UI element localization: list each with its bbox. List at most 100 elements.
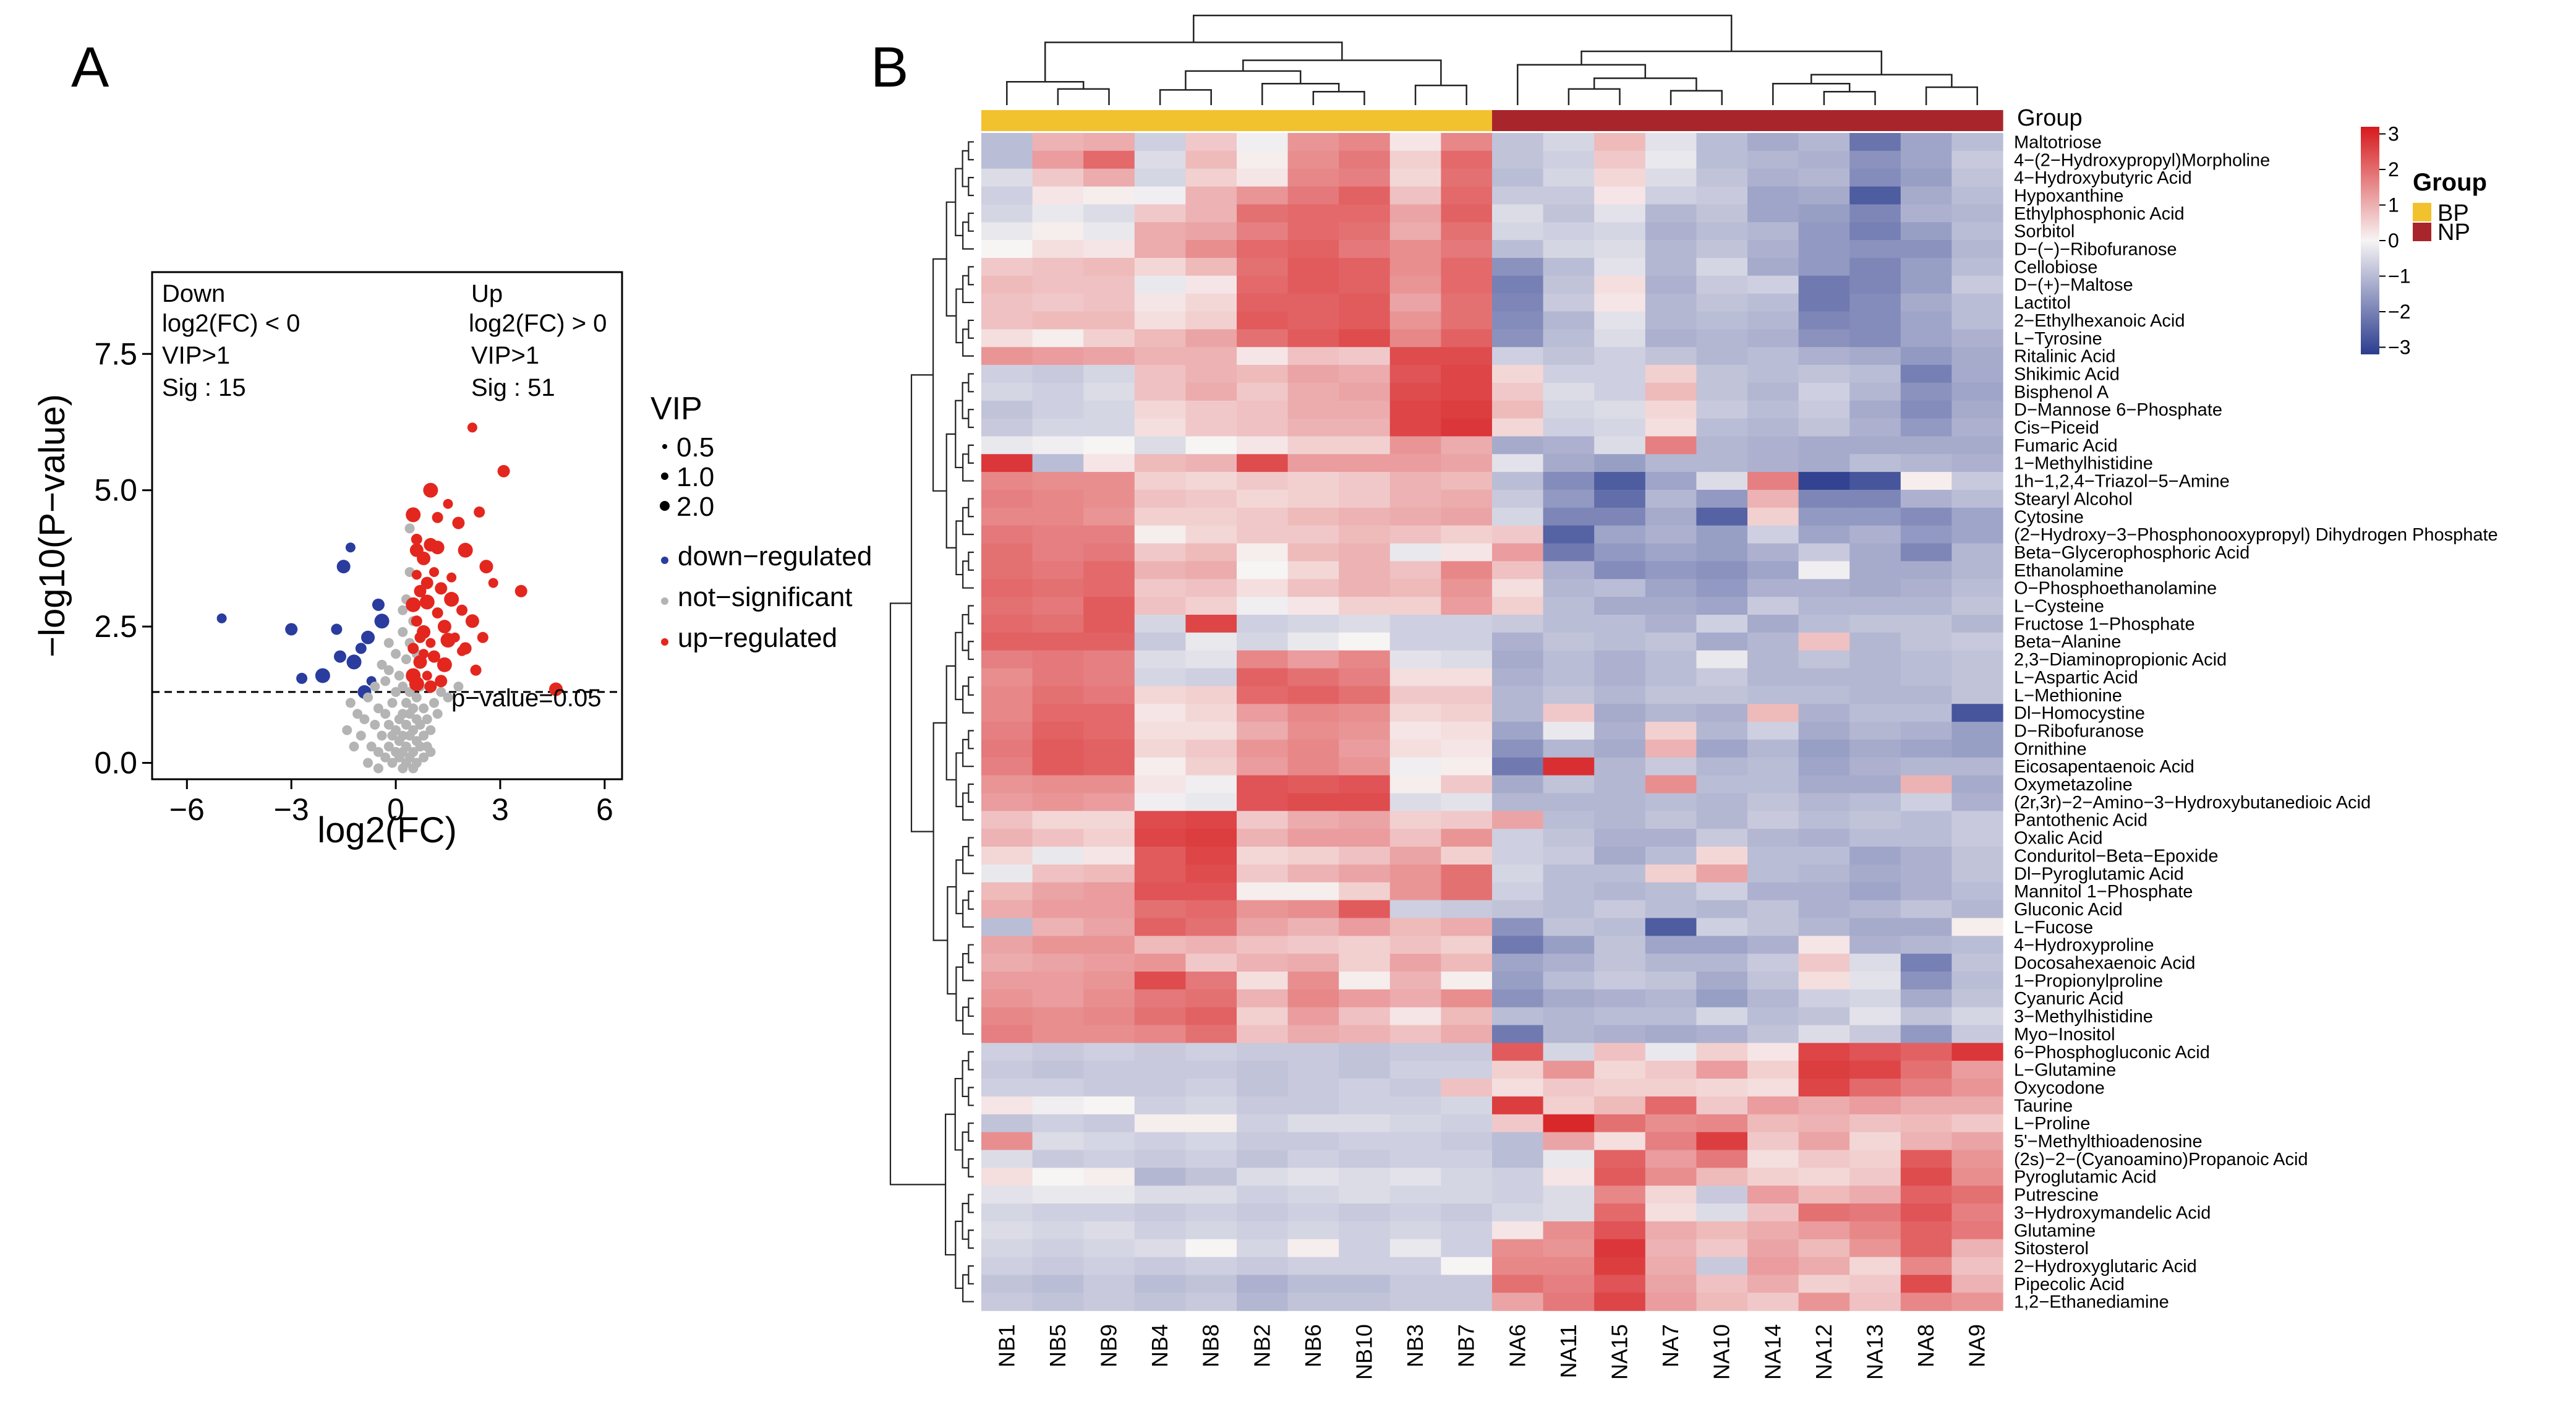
heatmap-cell (1083, 918, 1135, 936)
heatmap-cell (1543, 829, 1595, 847)
heatmap-cell (1543, 543, 1595, 562)
heatmap-cell (1849, 918, 1901, 936)
up-regulated-point (414, 631, 426, 643)
heatmap-cell (1287, 561, 1339, 579)
heatmap-cell (1389, 847, 1441, 865)
heatmap-cell (1696, 1079, 1748, 1097)
heatmap-cell (1083, 864, 1135, 883)
heatmap-cell (1389, 258, 1441, 276)
dendrogram-branch (1044, 41, 1343, 82)
heatmap-cell (1798, 918, 1850, 936)
heatmap-cell (1798, 1221, 1850, 1240)
dendrogram-branch (962, 899, 974, 928)
heatmap-cell (1287, 347, 1339, 366)
heatmap-cell (1185, 329, 1237, 348)
heatmap-cell (1747, 347, 1799, 366)
heatmap-cell (1849, 775, 1901, 794)
heatmap-cell (1594, 1257, 1646, 1276)
heatmap-cell (1645, 829, 1697, 847)
heatmap-cell (1492, 490, 1544, 508)
heatmap-cell (1849, 436, 1901, 455)
heatmap-cell (1696, 1025, 1748, 1043)
heatmap-cell (1339, 365, 1391, 383)
column-label: NB5 (1045, 1324, 1070, 1367)
heatmap-cell (1083, 1257, 1135, 1276)
heatmap-cell (1951, 472, 2003, 490)
heatmap-cell (1645, 347, 1697, 366)
heatmap-cell (1900, 400, 1952, 419)
heatmap-cell (1083, 454, 1135, 472)
heatmap-cell (1134, 1025, 1186, 1043)
heatmap-cell (1287, 1007, 1339, 1026)
heatmap-cell (1696, 436, 1748, 455)
group-annotation-cell (1339, 110, 1391, 131)
heatmap-cell (1849, 1079, 1901, 1097)
heatmap-cell (1441, 186, 1493, 205)
down-regulated-point (374, 613, 390, 629)
heatmap-cell (1900, 490, 1952, 508)
heatmap-cell (1543, 1096, 1595, 1115)
heatmap-cell (1185, 472, 1237, 490)
group-annotation-cell (1543, 110, 1595, 131)
heatmap-cell (1951, 632, 2003, 651)
heatmap-cell (1798, 436, 1850, 455)
heatmap-cell (1747, 1007, 1799, 1026)
heatmap-cell (1083, 936, 1135, 954)
heatmap-cell (1696, 1114, 1748, 1133)
y-tick-label: 5.0 (94, 473, 137, 508)
heatmap-cell (1645, 1293, 1697, 1311)
heatmap-cell (1032, 900, 1084, 918)
heatmap-cell (1237, 1239, 1289, 1258)
heatmap-cell (1237, 1096, 1289, 1115)
heatmap-cell (1696, 275, 1748, 294)
heatmap-cell (1441, 1061, 1493, 1079)
heatmap-cell (1696, 472, 1748, 490)
heatmap-cell (1849, 133, 1901, 152)
heatmap-cell (1339, 1096, 1391, 1115)
heatmap-cell (1900, 650, 1952, 669)
heatmap-cell (1492, 204, 1544, 223)
heatmap-cell (1339, 329, 1391, 348)
heatmap-cell (1543, 1275, 1595, 1293)
heatmap-cell (1696, 632, 1748, 651)
heatmap-cell (1441, 615, 1493, 633)
heatmap-cell (1134, 1096, 1186, 1115)
not-significant-point (411, 692, 422, 703)
dendrogram-branch (962, 150, 969, 187)
heatmap-cell (1900, 989, 1952, 1008)
heatmap-cell (1543, 597, 1595, 615)
heatmap-cell (1032, 133, 1084, 152)
heatmap-cell (1645, 1025, 1697, 1043)
heatmap-cell (1237, 1061, 1289, 1079)
group-annotation-cell (1849, 110, 1901, 131)
y-tick-label: 7.5 (94, 336, 137, 371)
heatmap-cell (1339, 811, 1391, 829)
heatmap-cell (1951, 1203, 2003, 1222)
heatmap-cell (1696, 507, 1748, 526)
row-label: Sorbitol (2014, 222, 2075, 242)
heatmap-cell (1083, 418, 1135, 437)
heatmap-cell (1645, 1043, 1697, 1061)
heatmap-cell (1696, 382, 1748, 401)
group-annotation-cell (981, 110, 1033, 131)
heatmap-cell (1747, 1043, 1799, 1061)
down-annotation-fc: log2(FC) < 0 (162, 310, 300, 337)
heatmap-cell (1389, 1221, 1441, 1240)
panel-b-label: B (871, 36, 908, 99)
heatmap-cell (1441, 1239, 1493, 1258)
heatmap-cell (1543, 293, 1595, 312)
dendrogram-branch (968, 498, 974, 518)
heatmap-cell (1849, 1096, 1901, 1115)
heatmap-cell (1492, 989, 1544, 1008)
heatmap-cell (1492, 186, 1544, 205)
heatmap-cell (1951, 168, 2003, 187)
heatmap-cell (1134, 989, 1186, 1008)
heatmap-cell (1543, 847, 1595, 865)
heatmap-cell (1798, 668, 1850, 686)
heatmap-cell (1032, 1025, 1084, 1043)
heatmap-cell (1798, 1257, 1850, 1276)
heatmap-cell (981, 436, 1033, 455)
heatmap-cell (1849, 686, 1901, 704)
heatmap-cell (1083, 757, 1135, 776)
